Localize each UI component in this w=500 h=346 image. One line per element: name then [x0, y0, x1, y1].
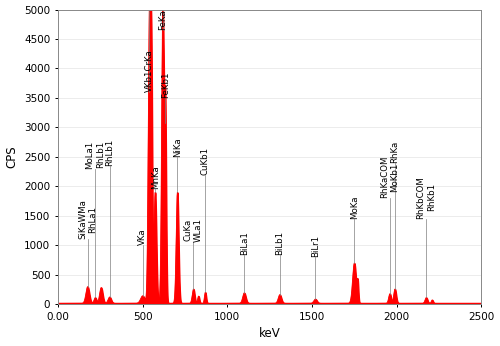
Text: VKb1CrKa: VKb1CrKa: [145, 49, 154, 92]
Y-axis label: CPS: CPS: [6, 146, 18, 168]
Text: FeKa: FeKa: [158, 10, 168, 30]
Text: RhKbCOM
RhKb1: RhKbCOM RhKb1: [416, 176, 436, 219]
Text: RhKaCOM
MoKb1: RhKaCOM MoKb1: [380, 156, 400, 198]
Text: MoKa: MoKa: [350, 195, 359, 219]
Text: BiLr1: BiLr1: [311, 235, 320, 257]
Text: SiKaWMa
RhLa1: SiKaWMa RhLa1: [78, 200, 98, 239]
Text: BiLa1: BiLa1: [240, 231, 249, 255]
Text: MnKa: MnKa: [150, 166, 160, 189]
Text: NiKa: NiKa: [173, 137, 182, 157]
Text: VKa: VKa: [138, 229, 147, 245]
Text: CuKa
WLa1: CuKa WLa1: [184, 218, 203, 242]
Text: FeKb1: FeKb1: [161, 72, 170, 98]
Text: RhKa: RhKa: [390, 140, 400, 163]
Text: MoLa1
RhLb1: MoLa1 RhLb1: [86, 140, 105, 169]
Text: RhLb1: RhLb1: [105, 138, 114, 166]
X-axis label: keV: keV: [259, 327, 280, 340]
Text: BiLb1: BiLb1: [276, 231, 284, 255]
Text: CuKb1: CuKb1: [201, 146, 210, 175]
